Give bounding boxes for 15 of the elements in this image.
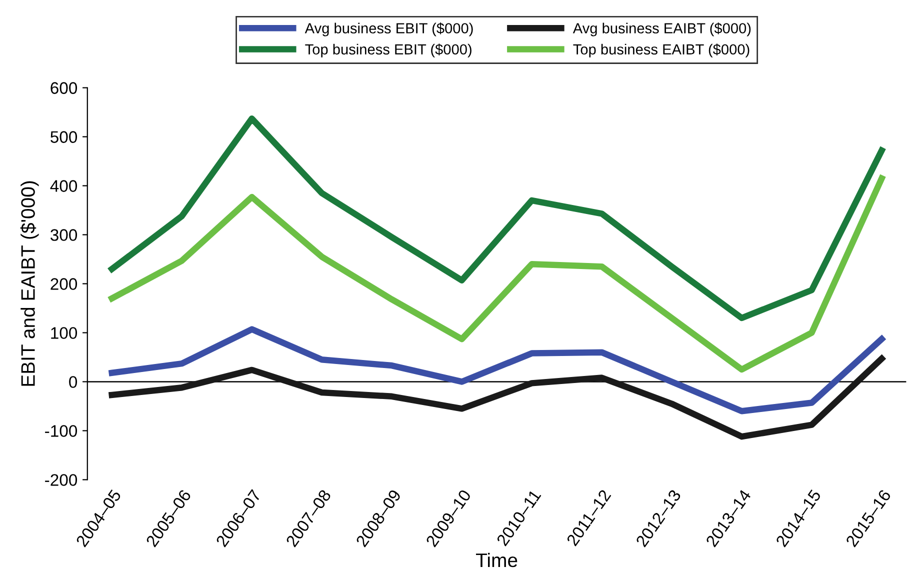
y-tick-label: 0 <box>69 376 78 388</box>
x-axis-title: Time <box>476 552 518 568</box>
legend-label: Avg business EBIT ($000) <box>304 22 473 36</box>
y-tick-label: 600 <box>50 82 78 94</box>
y-tick-label: 300 <box>50 229 78 241</box>
y-axis-title: EBIT and EAIBT ($'000) <box>20 181 39 386</box>
y-tick-label: 100 <box>51 327 78 339</box>
y-tick-label: -200 <box>45 474 78 486</box>
y-tick-label: 200 <box>50 278 78 290</box>
y-tick-label: 500 <box>50 131 78 143</box>
y-tick-label: 400 <box>50 180 78 192</box>
legend-label: Avg business EAIBT ($000) <box>572 22 751 36</box>
y-tick-label: -100 <box>45 425 78 437</box>
legend-label: Top business EAIBT ($000) <box>573 44 750 58</box>
legend-label: Top business EBIT ($000) <box>305 44 472 58</box>
